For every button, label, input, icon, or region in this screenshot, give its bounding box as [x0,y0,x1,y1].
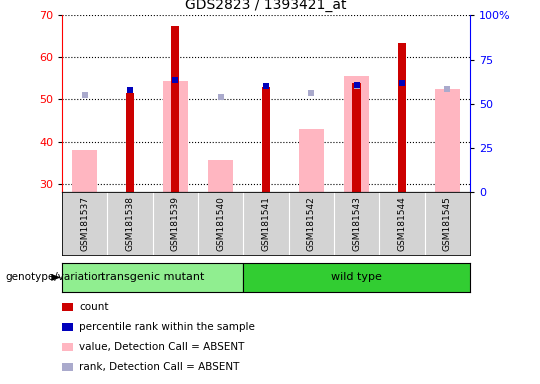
Text: GSM181538: GSM181538 [126,196,134,251]
Text: GSM181537: GSM181537 [80,196,89,251]
Text: GSM181545: GSM181545 [443,196,451,251]
Text: GSM181543: GSM181543 [352,196,361,251]
Bar [299,129,323,192]
Text: value, Detection Call = ABSENT: value, Detection Call = ABSENT [79,342,245,352]
Text: GSM181544: GSM181544 [397,196,406,251]
Bar [72,150,97,192]
Title: GDS2823 / 1393421_at: GDS2823 / 1393421_at [185,0,347,12]
Bar [171,26,179,192]
Text: GSM181542: GSM181542 [307,196,316,251]
Text: GSM181539: GSM181539 [171,196,180,251]
Bar [398,43,406,192]
Text: wild type: wild type [331,272,382,283]
Text: transgenic mutant: transgenic mutant [101,272,204,283]
Bar [126,93,134,192]
Text: GSM181541: GSM181541 [261,196,271,251]
Bar [344,76,369,192]
Text: count: count [79,302,109,312]
Bar [262,87,270,192]
Text: GSM181540: GSM181540 [216,196,225,251]
Text: percentile rank within the sample: percentile rank within the sample [79,322,255,332]
Bar [163,81,188,192]
Bar [353,83,361,192]
Bar [435,89,460,192]
Text: rank, Detection Call = ABSENT: rank, Detection Call = ABSENT [79,362,240,372]
Text: genotype/variation: genotype/variation [5,272,105,283]
Bar [208,161,233,192]
